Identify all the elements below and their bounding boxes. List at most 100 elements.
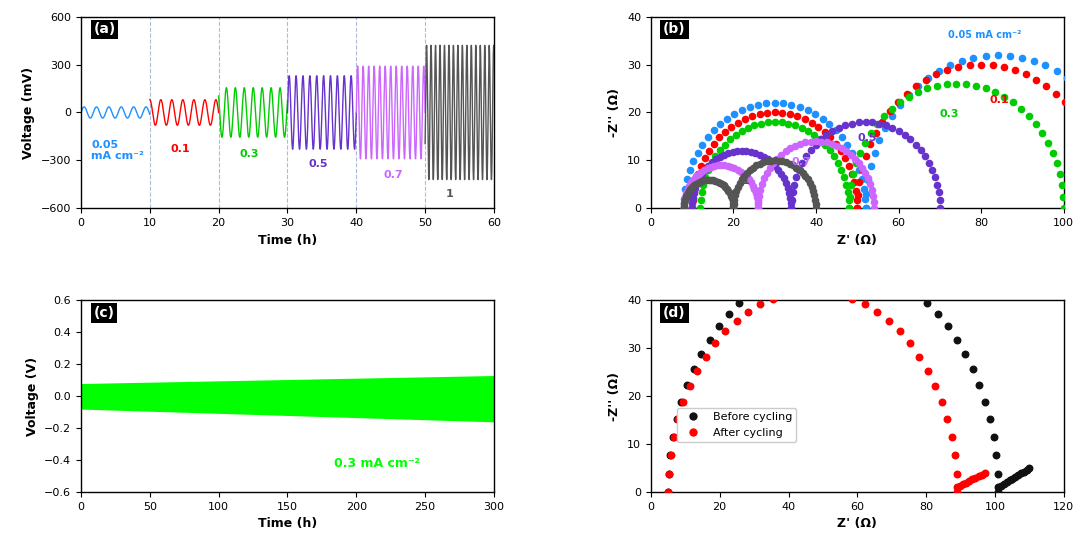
Point [971,381,988,390]
Point [838,140,855,149]
Y-axis label: Voltage (V): Voltage (V) [26,357,39,436]
Point [751,150,768,159]
Point [774,99,792,108]
Point [703,158,720,167]
Text: 0.7: 0.7 [383,170,404,180]
Point [839,188,856,197]
Point [858,262,875,271]
Point [684,195,701,204]
Point [742,289,759,298]
Point [851,178,868,186]
Point [735,171,753,180]
Point [784,161,801,170]
Point [856,118,874,127]
Point [678,175,696,184]
Point [785,180,802,189]
Point [696,176,713,185]
Point [1064,107,1080,116]
Point [948,469,966,478]
Point [773,118,791,127]
Point [698,175,715,184]
Point [948,335,966,344]
Text: 1: 1 [446,189,454,199]
Point [765,159,782,168]
Point [706,176,724,185]
Point [699,164,716,173]
Point [1048,66,1065,75]
Point [918,84,935,93]
Point [759,155,777,164]
Point [687,178,704,186]
Point [675,204,692,213]
Point [807,200,824,208]
Point [862,180,879,189]
Point [1055,204,1072,213]
Point [664,432,681,441]
Point [665,432,683,441]
Point [799,127,816,135]
Point [739,123,756,132]
Point [870,267,888,275]
Point [692,204,710,213]
Point [977,84,995,93]
Point [942,61,959,70]
Text: 0.7: 0.7 [792,157,811,167]
Point [1039,138,1056,147]
Point [678,189,696,197]
Point [767,161,784,170]
Point [675,204,692,213]
Point [989,50,1007,59]
Point [880,316,897,325]
Point [949,62,967,71]
Point [675,201,692,210]
Point [897,89,915,98]
Point [840,161,858,170]
Point [733,175,751,184]
Point [766,273,783,281]
Point [848,195,865,204]
Point [816,140,834,149]
Point [693,188,711,197]
Point [821,146,838,155]
Point [687,172,704,181]
Point [766,156,783,165]
Point [818,138,835,147]
X-axis label: Time (h): Time (h) [258,518,318,530]
Point [696,165,713,174]
Point [725,204,742,213]
Point [685,194,702,202]
Point [693,176,711,185]
Point [827,139,845,148]
Point [752,300,769,309]
Point [716,127,733,136]
Point [1003,474,1021,483]
Point [927,382,944,390]
Point [766,118,783,127]
Point [751,191,768,200]
Point [856,204,874,213]
Point [728,186,745,195]
Point [685,186,702,195]
Point [856,300,874,309]
Point [679,189,697,197]
Point [786,121,804,130]
Point [676,196,693,205]
Point [769,154,786,163]
Point [711,153,728,161]
Point [1001,476,1018,485]
Point [802,146,820,155]
Point [758,169,775,178]
Point [850,118,867,127]
Point [989,469,1007,478]
Point [1055,192,1072,201]
Point [916,152,933,161]
Point [677,185,694,194]
Point [678,381,696,390]
Point [772,169,789,178]
Point [773,157,791,166]
Point [951,481,969,490]
Point [692,196,710,205]
Text: 1: 1 [742,176,750,186]
Point [1044,148,1062,157]
Point [802,137,820,146]
